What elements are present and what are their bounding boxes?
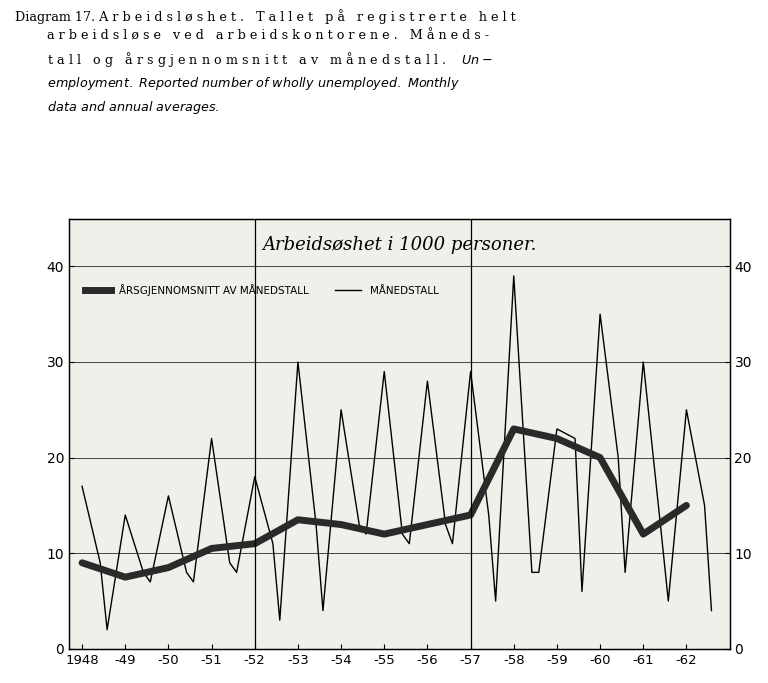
- Text: Arbeidsøshet i 1000 personer.: Arbeidsøshet i 1000 personer.: [262, 236, 537, 254]
- Legend: ÅRSGJENNOMSNITT AV MÅNEDSTALL, MÅNEDSTALL: ÅRSGJENNOMSNITT AV MÅNEDSTALL, MÅNEDSTAL…: [81, 280, 442, 300]
- Text: Diagram 17. A r b e i d s l ø s h e t .   T a l l e t   p å   r e g i s t r e r : Diagram 17. A r b e i d s l ø s h e t . …: [15, 9, 516, 116]
